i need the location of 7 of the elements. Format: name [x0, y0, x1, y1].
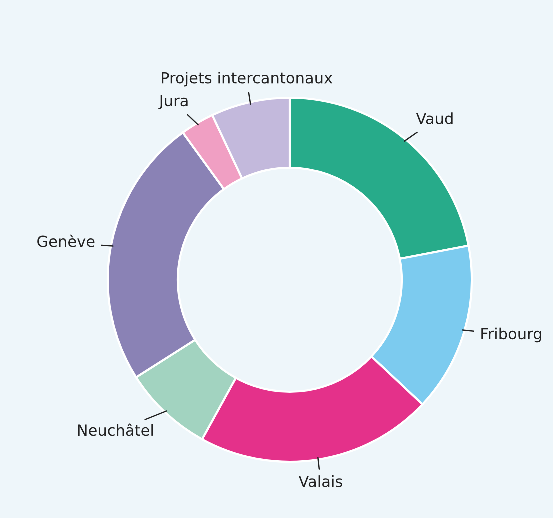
slice-label: Vaud — [416, 112, 453, 124]
slice-label: Valais — [298, 476, 342, 488]
slice-label: Jura — [158, 95, 188, 110]
slice-label: Projets intercantonaux — [162, 72, 333, 87]
slice-label: Genève — [38, 234, 95, 248]
slice-label: Neuchâtel — [78, 424, 154, 436]
slice-label: Fribourg — [482, 328, 542, 343]
